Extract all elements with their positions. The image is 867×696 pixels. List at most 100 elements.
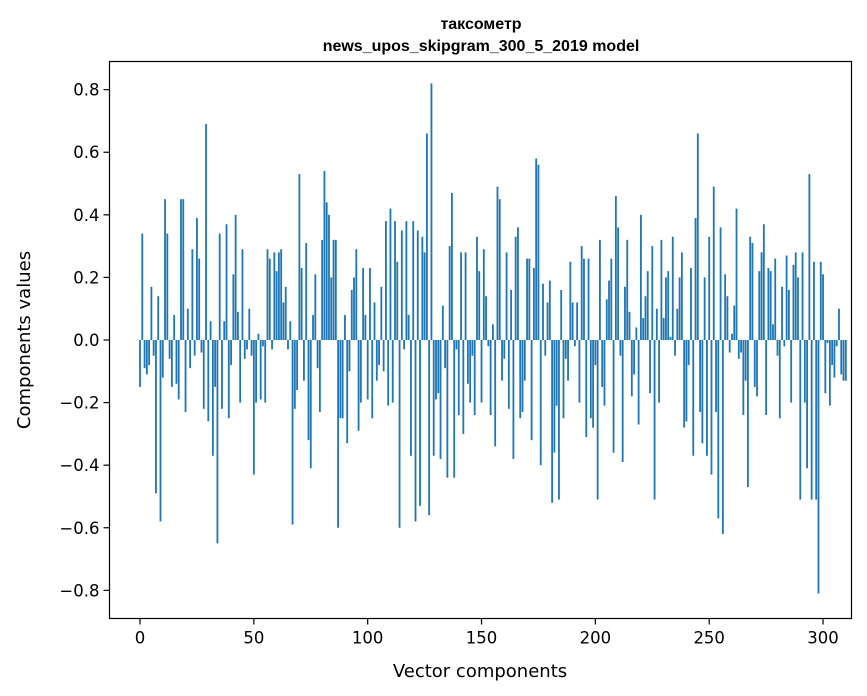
bar [173,314,176,340]
bar [182,199,185,340]
bar [583,258,585,340]
y-tick-label: −0.2 [59,394,99,413]
bar [332,239,335,340]
bar [815,340,818,500]
bar [264,340,267,403]
bar [589,340,592,419]
bar [737,340,740,359]
bar [489,340,492,416]
bar [453,340,456,478]
bar [350,289,353,340]
bar [339,340,342,419]
bar [649,340,651,394]
bar [696,133,699,340]
bar [746,340,749,488]
bar [810,340,813,500]
bar [337,340,339,528]
bar [680,252,683,340]
bar [469,340,472,403]
bar [633,340,635,375]
bar [630,340,633,397]
bar [259,340,262,400]
bar [207,340,210,422]
x-tick-label: 50 [243,629,264,648]
bar [225,224,228,340]
bar [412,221,415,340]
bar [284,286,287,340]
bar [787,289,790,340]
bar [776,340,779,356]
x-tick-label: 250 [693,629,725,648]
bar [605,299,608,340]
bar [833,340,836,378]
bar [334,239,337,340]
bar [394,221,396,340]
bar [289,321,292,340]
bar [778,340,781,419]
bar [706,340,708,456]
y-tick-label: 0.0 [73,331,99,350]
bar [503,340,506,359]
bar [439,340,442,459]
bar [441,305,444,340]
bar [177,340,180,400]
bar [639,214,642,340]
bar [844,340,847,381]
bar [400,230,403,340]
bar [189,340,192,369]
bar [724,274,727,340]
bar [758,271,761,340]
bar [562,340,565,419]
bar [341,340,344,419]
bar [808,174,811,340]
bar [268,258,271,340]
bar [462,340,465,434]
bar [209,321,212,340]
x-tick-label: 200 [580,629,612,648]
bar [157,296,160,340]
bar [423,252,426,340]
bar [558,340,560,500]
bar [491,324,494,340]
bar [216,340,219,544]
bar [344,314,346,340]
bar [708,236,711,340]
bar [428,340,431,516]
bar [282,302,285,340]
bar [166,233,169,340]
bar [712,186,715,340]
bar [485,296,487,340]
bar [155,340,157,494]
bar [396,261,399,340]
bar [674,340,676,356]
bar [571,302,574,340]
bar [150,286,153,340]
bar [296,340,299,391]
bar [414,340,417,522]
bar-series [139,83,847,594]
bar [517,227,519,340]
bar [346,340,349,444]
bar [726,296,729,340]
y-tick-label: −0.6 [59,519,99,538]
y-tick-label: 0.4 [73,206,99,225]
bar [316,340,319,369]
bar [232,274,235,340]
bar [703,277,706,340]
bar [594,340,597,366]
bar [662,318,665,340]
bar [191,249,194,340]
bar [840,340,843,375]
y-tick-label: 0.2 [73,268,99,287]
bar [430,83,433,341]
bar [822,274,824,340]
bar [678,277,681,340]
bar [318,340,321,412]
bar [621,340,624,463]
bar [653,340,656,500]
bar [275,271,278,340]
bar [610,258,613,340]
bar [797,277,799,340]
bar [457,340,460,416]
